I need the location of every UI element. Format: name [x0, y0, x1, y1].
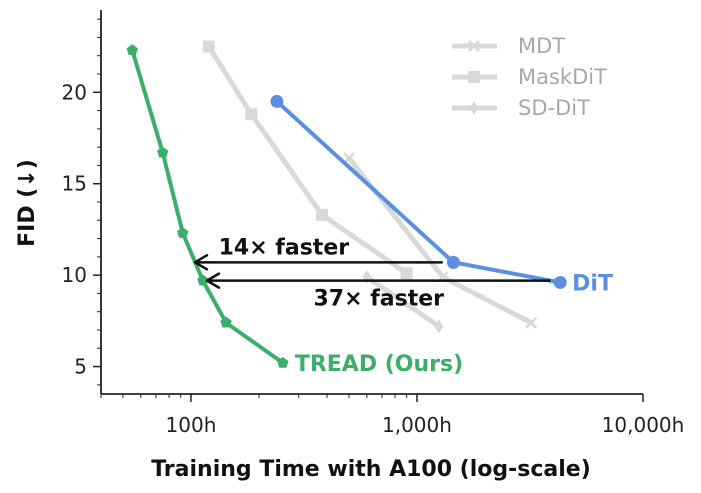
legend-item-mdt: MDT: [452, 34, 565, 58]
speedup-annotation: 37× faster: [205, 272, 551, 312]
data-point: [202, 40, 215, 53]
data-point: [157, 146, 169, 158]
legend-marker: [469, 101, 479, 115]
series-tread-ours: [126, 44, 289, 368]
series-layer: [126, 40, 567, 368]
legend-item-sd-dit: SD-DiT: [452, 96, 590, 120]
data-point: [315, 208, 328, 221]
data-point: [553, 275, 567, 289]
x-tick-label: 1,000h: [382, 413, 452, 437]
arrow-head: [193, 254, 209, 271]
annotation-layer: 14× faster 37× faster DiT TREAD (Ours): [193, 235, 613, 377]
data-point: [525, 316, 538, 329]
series-maskdit: [202, 40, 413, 280]
data-point: [446, 255, 460, 269]
data-point: [434, 319, 444, 334]
legend: MDT MaskDiT SD-DiT: [452, 34, 607, 120]
data-point: [400, 267, 413, 280]
annotation-text: 37× faster: [313, 287, 444, 312]
series-line: [130, 48, 285, 365]
data-point: [245, 108, 258, 121]
x-tick-label: 100h: [166, 413, 217, 437]
data-point: [177, 227, 189, 238]
annotation-text: 14× faster: [219, 235, 350, 260]
data-point: [126, 44, 138, 56]
y-tick-label: 15: [62, 172, 87, 196]
data-point: [270, 94, 284, 108]
y-tick-label: 5: [74, 355, 87, 379]
legend-item-maskdit: MaskDiT: [452, 65, 607, 89]
data-point: [277, 356, 289, 368]
x-tick-label: 10,000h: [602, 413, 685, 437]
legend-marker: [468, 40, 480, 52]
legend-label: SD-DiT: [518, 96, 590, 120]
y-axis-title: FID (↓): [15, 159, 40, 247]
data-point: [197, 274, 209, 286]
series-dit: [270, 94, 567, 289]
arrow-head: [205, 272, 221, 289]
y-tick-label: 20: [62, 80, 87, 104]
data-point: [220, 316, 232, 328]
x-axis-title: Training Time with A100 (log-scale): [151, 457, 591, 482]
series-line: [206, 44, 410, 276]
series-line: [364, 274, 442, 329]
axes: 5 10 15 20 100h 1,000h 10,000h: [62, 10, 685, 437]
y-tick-label: 10: [62, 263, 87, 287]
speedup-annotation: 14× faster: [193, 235, 443, 271]
legend-label: MaskDiT: [518, 65, 607, 89]
legend-label: MDT: [518, 34, 565, 58]
series-label-tread-ours: TREAD (Ours): [295, 352, 463, 377]
series-label-dit: DiT: [572, 271, 613, 296]
legend-marker: [468, 71, 480, 83]
